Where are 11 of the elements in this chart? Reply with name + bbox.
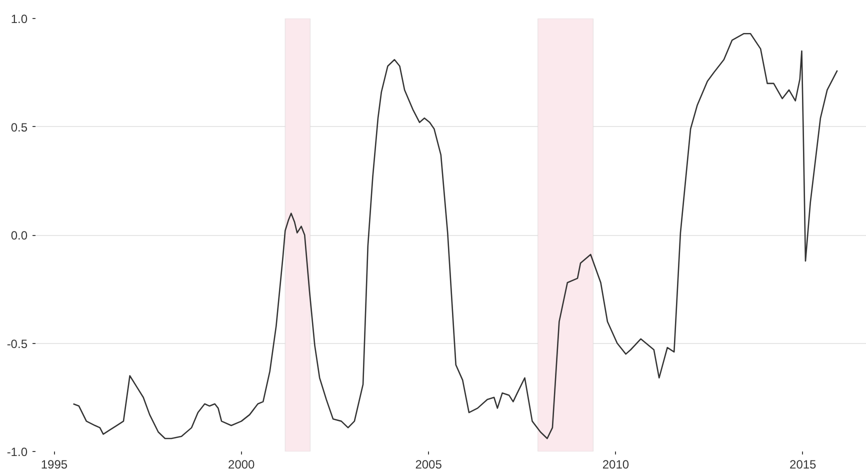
x-tick-label: 2010 [602,458,630,472]
y-tick-label: -0.5 [6,336,28,351]
x-tick-label: 2000 [228,458,256,472]
x-tick-label: 2015 [790,458,817,472]
y-tick-label: 1.0 [10,12,28,26]
y-tick-label: -1.0 [6,445,28,459]
y-tick-label: 0.0 [10,228,28,242]
y-tick-label: 0.5 [10,120,28,134]
x-tick-label: 1995 [40,458,68,472]
x-tick-label: 2005 [415,458,442,472]
line-series [72,33,838,440]
